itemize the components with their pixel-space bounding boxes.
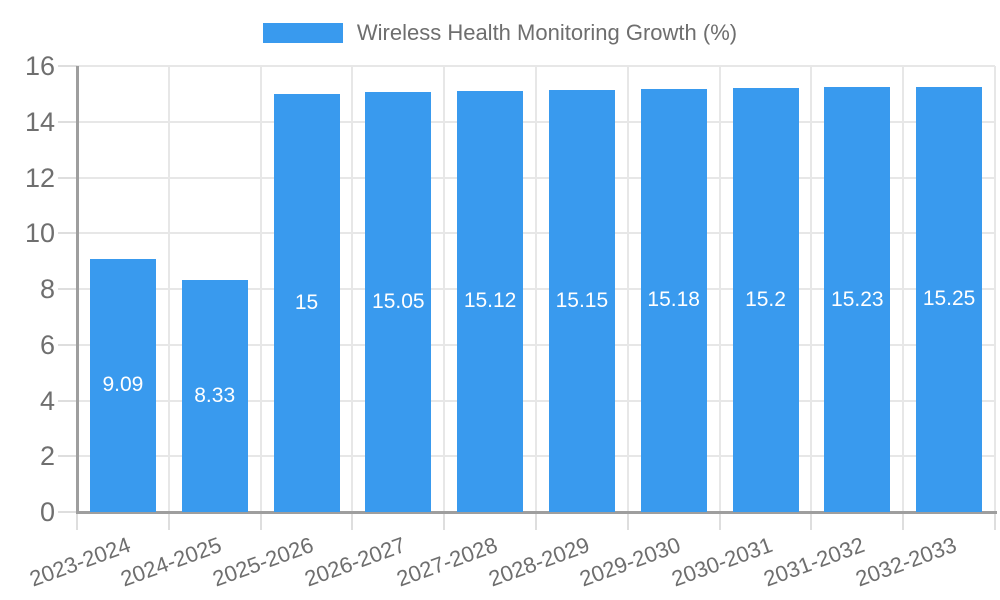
y-tick	[58, 343, 77, 346]
x-axis-tick-label: 2027-2028	[393, 532, 501, 592]
y-tick	[58, 511, 77, 513]
x-axis-tick-label: 2025-2026	[209, 532, 318, 592]
x-gridline	[810, 66, 813, 512]
x-gridline	[535, 66, 537, 512]
legend-swatch	[262, 23, 343, 43]
y-tick	[58, 288, 77, 290]
y-axis-tick-label: 4	[39, 385, 55, 416]
y-axis-tick-label: 12	[24, 162, 55, 193]
y-axis-tick-label: 8	[39, 274, 55, 304]
bar-value-label: 8.33	[194, 383, 236, 407]
x-gridline	[259, 66, 262, 512]
x-tick	[259, 512, 262, 530]
y-tick	[58, 232, 77, 235]
y-axis-tick-label: 6	[39, 329, 55, 360]
x-gridline	[626, 66, 629, 512]
bar-value-label: 15.23	[831, 287, 884, 311]
x-tick	[351, 512, 354, 530]
bar[interactable]: 15.18	[640, 88, 707, 512]
chart-legend[interactable]: Wireless Health Monitoring Growth (%)	[0, 20, 1000, 46]
x-tick	[626, 512, 629, 530]
bar[interactable]: 15.05	[365, 92, 432, 512]
x-gridline	[902, 66, 905, 512]
y-tick	[58, 176, 77, 179]
x-tick	[810, 512, 813, 530]
bar-value-label: 15.15	[555, 288, 609, 312]
bar[interactable]: 15.2	[732, 88, 799, 512]
y-axis-tick-label: 16	[24, 51, 55, 81]
x-axis-tick-label: 2024-2025	[117, 532, 226, 592]
bar[interactable]: 8.33	[181, 279, 248, 512]
y-axis-tick-label: 0	[39, 497, 55, 527]
x-axis-tick-label: 2032-2033	[852, 532, 960, 592]
y-axis-tick-label: 2	[39, 441, 55, 472]
x-axis-tick-label: 2029-2030	[576, 532, 685, 592]
x-tick	[994, 512, 996, 530]
bar-value-label: 9.09	[102, 373, 144, 397]
x-tick	[443, 512, 446, 530]
legend-label: Wireless Health Monitoring Growth (%)	[356, 20, 738, 45]
bar-value-label: 15.2	[745, 288, 786, 312]
x-axis-tick-label: 2026-2027	[301, 532, 409, 592]
x-tick	[535, 512, 537, 530]
y-tick	[58, 455, 77, 458]
bar-value-label: 15	[294, 290, 319, 314]
x-gridline	[167, 66, 170, 512]
x-gridline	[443, 66, 446, 512]
x-tick	[718, 512, 721, 530]
bar-value-label: 15.05	[372, 290, 425, 314]
x-gridline	[351, 66, 354, 512]
bar-value-label: 15.25	[922, 287, 976, 311]
y-tick	[58, 120, 77, 123]
x-tick	[902, 512, 905, 530]
x-gridline	[718, 66, 721, 512]
y-axis-line	[76, 66, 79, 512]
x-axis-tick-label: 2031-2032	[760, 532, 868, 592]
y-tick	[58, 65, 77, 67]
bar[interactable]: 15.15	[548, 89, 615, 512]
x-axis-line	[76, 511, 997, 514]
x-axis-tick-label: 2030-2031	[668, 532, 777, 592]
bar-value-label: 15.12	[463, 289, 517, 313]
x-tick	[167, 512, 170, 530]
y-tick	[58, 399, 77, 402]
x-gridline	[994, 66, 996, 512]
y-axis-tick-label: 10	[24, 218, 55, 249]
bar[interactable]: 15.23	[824, 87, 891, 512]
bar-value-label: 15.18	[647, 288, 700, 312]
y-axis-tick-label: 14	[24, 106, 55, 137]
x-axis-tick-label: 2028-2029	[485, 532, 593, 592]
bar[interactable]: 15.25	[916, 86, 983, 512]
x-axis-tick-label: 2023-2024	[26, 532, 134, 592]
bar[interactable]: 15.12	[457, 90, 524, 512]
x-tick	[76, 512, 78, 530]
bar[interactable]: 9.09	[89, 258, 156, 512]
bar[interactable]: 15	[273, 93, 340, 512]
